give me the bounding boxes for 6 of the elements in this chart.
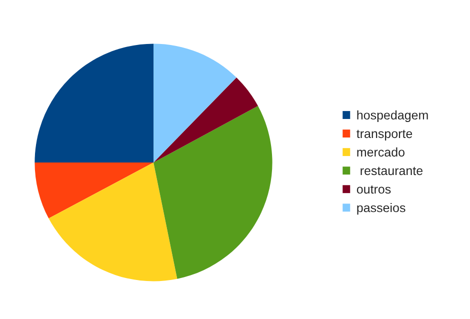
legend-label: transporte bbox=[356, 130, 412, 141]
legend-label: passeios bbox=[357, 202, 406, 215]
legend-label: hospedagem bbox=[357, 110, 428, 122]
legend-label: restaurante bbox=[360, 166, 423, 176]
legend-label: outros bbox=[356, 185, 391, 194]
legend-label: mercado bbox=[357, 147, 404, 157]
